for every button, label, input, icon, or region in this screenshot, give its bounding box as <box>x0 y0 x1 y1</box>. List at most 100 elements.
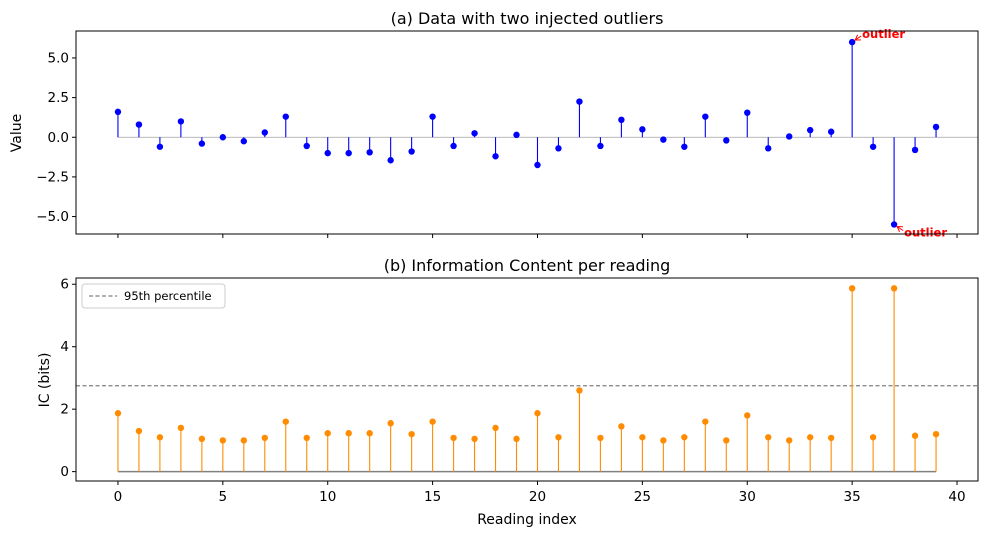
y-tick-label: 2 <box>60 402 69 418</box>
stem-marker <box>261 129 268 136</box>
stem-marker <box>450 142 457 150</box>
stem-marker <box>555 145 562 152</box>
stem-marker <box>597 434 604 442</box>
stem-marker <box>827 128 835 135</box>
stem-marker <box>324 149 331 157</box>
stem-marker <box>156 143 164 150</box>
stem-marker <box>618 116 625 124</box>
legend-box <box>81 283 226 309</box>
panel-a: (a) Data with two injected outliers outl… <box>9 9 979 239</box>
stem-marker <box>408 430 415 438</box>
stem-marker <box>576 98 583 105</box>
panel-b-frame <box>75 277 979 482</box>
y-tick-label: 0.0 <box>48 130 69 146</box>
stem-marker <box>806 126 814 134</box>
panel-a-frame <box>75 30 979 235</box>
stem-marker <box>555 434 562 441</box>
stem-marker <box>744 109 751 116</box>
stem-marker <box>576 387 583 394</box>
x-tick-label: 40 <box>948 489 965 505</box>
stem-marker <box>681 143 688 150</box>
outlier-arrow <box>854 35 862 41</box>
stem-marker <box>827 434 835 442</box>
stem-marker <box>471 435 478 443</box>
stem-marker <box>932 430 940 438</box>
stem-marker <box>639 434 646 441</box>
stem-marker <box>597 142 604 150</box>
stem-marker <box>177 424 185 432</box>
stem-marker <box>848 38 856 46</box>
stem-marker <box>681 434 688 441</box>
y-tick-label: −2.5 <box>36 169 69 185</box>
stem-marker <box>534 161 541 169</box>
stem-marker <box>471 130 478 137</box>
x-tick-label: 20 <box>529 489 546 505</box>
x-tick-label: 35 <box>844 489 861 505</box>
stem-marker <box>765 434 772 441</box>
stem-marker <box>744 412 751 419</box>
x-tick-label: 0 <box>114 489 123 505</box>
stem-marker <box>135 427 143 435</box>
stem-marker <box>219 134 227 141</box>
panel-a-y-axis-label: Value <box>9 114 25 152</box>
x-tick-label: 30 <box>739 489 756 505</box>
stem-marker <box>387 420 394 427</box>
x-tick-label: 25 <box>634 489 651 505</box>
panel-b-x-axis: 0 5 10 15 20 25 30 35 40 <box>114 481 966 505</box>
y-tick-label: 4 <box>60 339 69 355</box>
stem-marker <box>702 113 709 120</box>
stem-marker <box>345 430 352 437</box>
stem-marker <box>534 410 541 417</box>
y-tick-label: 6 <box>60 277 69 293</box>
outlier-annotation-low: outlier <box>904 225 947 239</box>
stem-marker <box>639 126 646 133</box>
stem-marker <box>492 424 499 432</box>
stem-marker <box>723 437 730 444</box>
stem-marker <box>932 123 940 131</box>
stem-marker <box>156 434 164 441</box>
stem-marker <box>408 148 415 155</box>
outlier-annotation-high: outlier <box>862 27 905 41</box>
panel-b-stems <box>117 288 937 472</box>
stem-marker <box>786 133 793 140</box>
stem-marker <box>806 434 814 441</box>
stem-marker <box>723 137 730 144</box>
stem-marker <box>450 434 457 442</box>
stem-marker <box>660 136 667 143</box>
stem-marker <box>303 434 310 442</box>
stem-marker <box>387 157 394 164</box>
stem-marker <box>513 435 520 443</box>
stem-marker <box>765 145 772 152</box>
panel-b-y-axis-label: IC (bits) <box>37 353 53 408</box>
panel-b: (b) Information Content per reading 95th… <box>37 256 979 528</box>
panel-a-y-axis: −5.0 −2.5 0.0 2.5 5.0 <box>36 50 76 225</box>
stem-marker <box>282 113 289 120</box>
panel-a-title: (a) Data with two injected outliers <box>391 9 664 28</box>
stem-marker <box>429 113 436 120</box>
outlier-arrowhead <box>896 225 903 232</box>
stem-marker <box>282 418 289 425</box>
outlier-arrow <box>896 226 904 231</box>
stem-marker <box>869 434 877 441</box>
stem-marker <box>513 131 520 139</box>
stem-marker <box>786 437 793 444</box>
panel-b-y-axis: 0 2 4 6 <box>60 277 76 480</box>
panel-b-title: (b) Information Content per reading <box>384 256 671 275</box>
stem-marker <box>366 430 373 437</box>
stem-marker <box>324 430 331 437</box>
stem-marker <box>702 418 709 425</box>
x-tick-label: 5 <box>219 489 228 505</box>
stem-marker <box>240 437 248 444</box>
stem-marker <box>114 108 122 116</box>
panel-a-background <box>76 31 978 234</box>
stem-marker <box>114 410 122 417</box>
stem-marker <box>366 149 373 156</box>
stem-marker <box>618 423 625 430</box>
stem-marker <box>869 143 877 150</box>
y-tick-label: 2.5 <box>48 90 69 106</box>
stem-marker <box>135 121 143 128</box>
y-tick-label: 5.0 <box>48 50 69 66</box>
stem-marker <box>240 138 248 145</box>
x-tick-label: 15 <box>424 489 441 505</box>
